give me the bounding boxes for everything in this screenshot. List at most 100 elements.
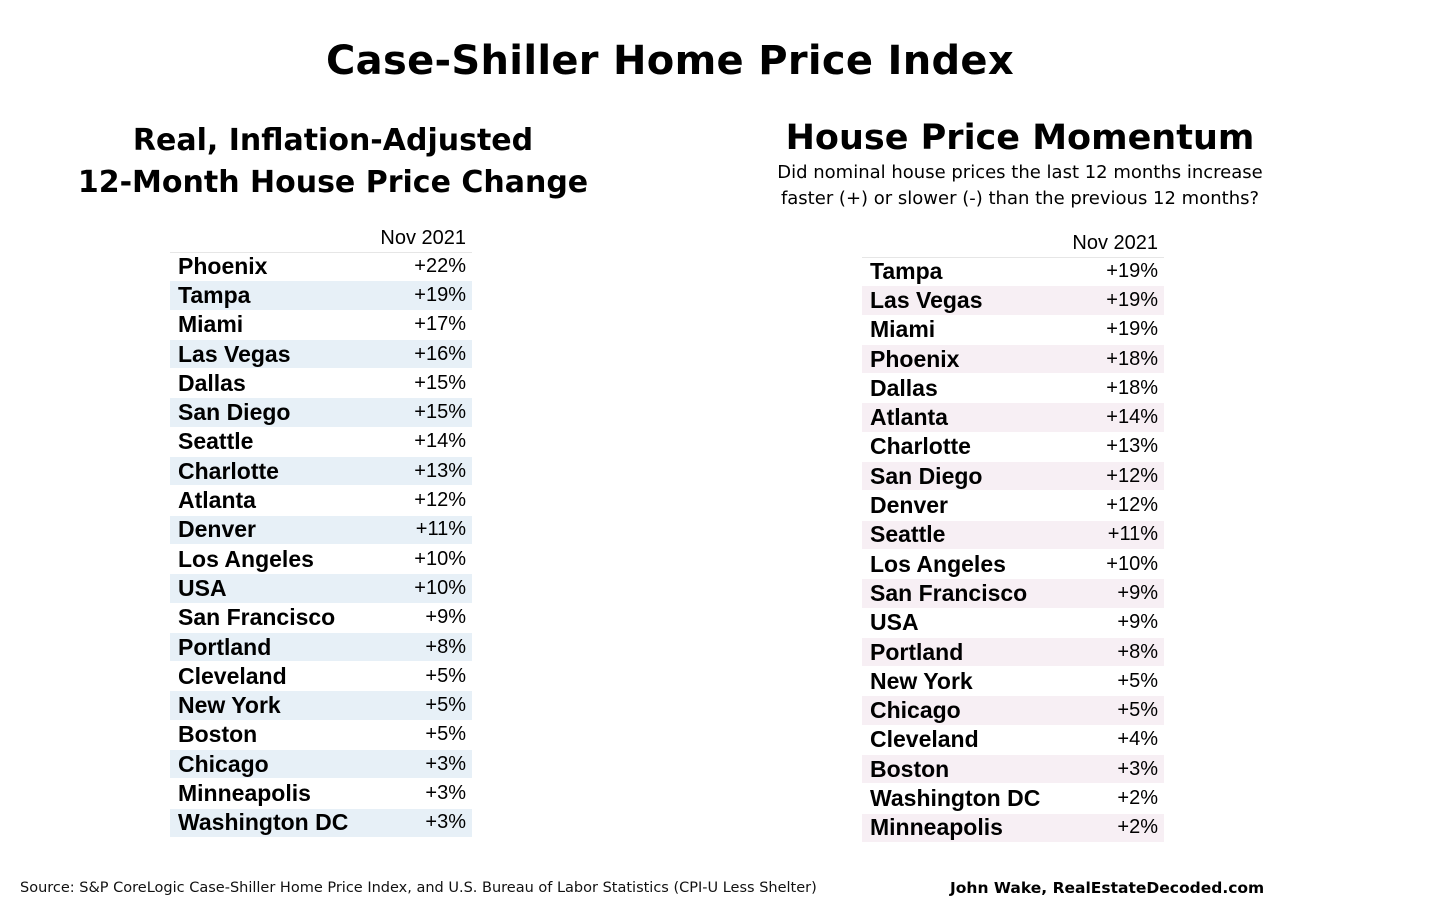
left-city-label: Denver (178, 516, 256, 543)
left-table-row: Tampa +19% (170, 281, 472, 311)
right-value-label: +18% (1106, 347, 1158, 370)
left-table-row: Phoenix +22% (170, 252, 472, 282)
right-city-label: Portland (870, 638, 964, 665)
left-table-row: Los Angeles +10% (170, 544, 472, 575)
left-value-label: +22% (414, 255, 466, 278)
right-city-label: Cleveland (870, 726, 979, 753)
left-value-label: +5% (425, 694, 466, 717)
right-city-label: Denver (870, 492, 948, 519)
left-table-row: Seattle +14% (170, 427, 472, 458)
right-table-row: Tampa +19% (862, 257, 1164, 287)
left-city-label: San Diego (178, 399, 291, 426)
right-city-label: San Diego (870, 462, 983, 489)
right-city-label: San Francisco (870, 579, 1028, 606)
right-city-label: USA (870, 609, 919, 636)
left-value-label: +11% (415, 518, 466, 541)
author-credit: John Wake, RealEstateDecoded.com (950, 879, 1265, 897)
left-value-label: +3% (425, 811, 466, 834)
left-title-line2: 12-Month House Price Change (77, 165, 589, 200)
right-value-label: +3% (1117, 757, 1158, 780)
source-note: Source: S&P CoreLogic Case-Shiller Home … (20, 880, 817, 896)
right-table-row: San Diego +12% (862, 462, 1164, 492)
left-table-row: Minneapolis +3% (170, 779, 472, 809)
right-value-label: +11% (1107, 523, 1158, 546)
left-value-label: +19% (414, 283, 466, 306)
right-value-label: +18% (1106, 376, 1158, 399)
left-city-label: Portland (178, 633, 272, 660)
left-table-row: Miami +17% (170, 310, 472, 340)
right-table-body: Tampa +19% Las Vegas +19% Miami +19% Phoenix +1… (862, 257, 1164, 843)
left-city-label: Miami (178, 311, 244, 338)
right-value-label: +2% (1117, 786, 1158, 809)
left-value-label: +14% (414, 430, 466, 453)
right-table-row: Portland +8% (862, 637, 1164, 668)
left-table-row: Boston +5% (170, 720, 472, 751)
left-city-label: USA (178, 574, 227, 601)
left-column-header: Nov 2021 (380, 227, 466, 249)
left-table-row: Portland +8% (170, 632, 472, 663)
right-city-label: Charlotte (870, 433, 971, 460)
left-value-label: +10% (414, 547, 466, 570)
left-value-label: +9% (425, 606, 466, 629)
right-city-label: Washington DC (870, 784, 1041, 811)
left-value-label: +5% (425, 664, 466, 687)
left-city-label: Washington DC (178, 809, 349, 836)
right-city-label: Seattle (870, 521, 946, 548)
left-title-line1: Real, Inflation-Adjusted (132, 123, 534, 158)
right-city-label: Chicago (870, 697, 961, 724)
right-table-row: Denver +12% (862, 491, 1164, 521)
right-value-label: +19% (1106, 318, 1158, 341)
left-table-row: Dallas +15% (170, 369, 472, 399)
right-value-label: +9% (1117, 611, 1158, 634)
right-table-row: Chicago +5% (862, 696, 1164, 726)
right-value-label: +13% (1106, 435, 1158, 458)
left-city-label: Los Angeles (178, 545, 314, 572)
left-table-row: Atlanta +12% (170, 486, 472, 516)
right-table-row: New York +5% (862, 667, 1164, 697)
right-table-row: Boston +3% (862, 755, 1164, 785)
right-column-header: Nov 2021 (1072, 232, 1158, 254)
right-city-label: Phoenix (870, 345, 960, 372)
left-value-label: +16% (414, 342, 466, 365)
right-value-label: +19% (1106, 288, 1158, 311)
right-city-label: Minneapolis (870, 814, 1003, 841)
right-city-label: Dallas (870, 374, 938, 401)
right-table-row: Dallas +18% (862, 374, 1164, 404)
left-table-row: Charlotte +13% (170, 457, 472, 487)
left-value-label: +3% (425, 781, 466, 804)
right-table-row: Washington DC +2% (862, 784, 1164, 814)
right-value-label: +10% (1106, 552, 1158, 575)
left-city-label: Dallas (178, 369, 246, 396)
right-city-label: Boston (870, 755, 950, 782)
right-value-label: +14% (1106, 406, 1158, 429)
right-table-row: USA +9% (862, 608, 1164, 638)
right-table-row: Atlanta +14% (862, 403, 1164, 433)
left-table-body: Phoenix +22% Tampa +19% Miami +17% Las Vegas +1… (170, 252, 472, 838)
right-value-label: +4% (1117, 728, 1158, 751)
right-subtitle-line2: faster (+) or slower (-) than the previo… (780, 188, 1260, 209)
left-table-row: Washington DC +3% (170, 808, 472, 838)
right-city-label: Las Vegas (870, 286, 983, 313)
left-city-label: Seattle (178, 428, 254, 455)
right-city-label: Los Angeles (870, 550, 1006, 577)
right-value-label: +5% (1117, 669, 1158, 692)
right-table-row: Charlotte +13% (862, 432, 1164, 463)
right-city-label: Tampa (870, 258, 943, 285)
right-table-row: San Francisco +9% (862, 579, 1164, 609)
left-table-row: New York +5% (170, 691, 472, 721)
left-table-row: USA +10% (170, 574, 472, 604)
right-table-subtitle: Did nominal house prices the last 12 mon… (720, 160, 1320, 212)
left-city-label: Atlanta (178, 487, 256, 514)
right-table-row: Minneapolis +2% (862, 813, 1164, 843)
right-table-row: Miami +19% (862, 315, 1164, 345)
right-table-row: Cleveland +4% (862, 725, 1164, 756)
left-value-label: +10% (414, 576, 466, 599)
right-value-label: +19% (1106, 260, 1158, 283)
right-value-label: +5% (1117, 699, 1158, 722)
left-value-label: +8% (425, 635, 466, 658)
right-value-label: +12% (1106, 464, 1158, 487)
left-table-row: Chicago +3% (170, 750, 472, 780)
right-value-label: +8% (1117, 640, 1158, 663)
right-city-label: New York (870, 667, 973, 694)
right-table-row: Seattle +11% (862, 520, 1164, 550)
